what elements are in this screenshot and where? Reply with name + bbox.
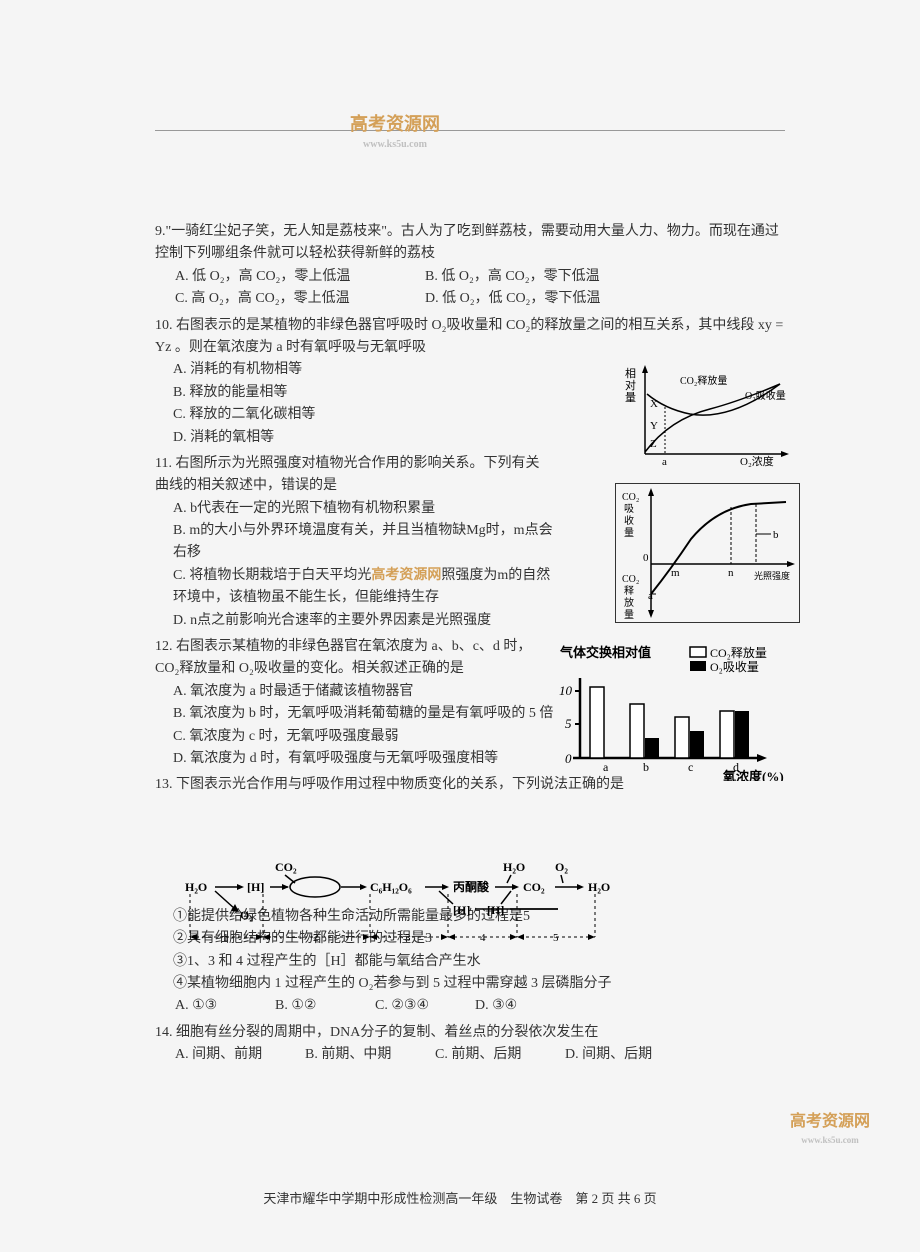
q10-optC: C. 释放的二氧化碳相等 xyxy=(173,404,563,426)
svg-text:n: n xyxy=(728,567,734,579)
q14-text: 14. 细胞有丝分裂的周期中，DNA分子的复制、着丝点的分裂依次发生在 xyxy=(155,1022,785,1044)
q10-optD: D. 消耗的氧相等 xyxy=(173,427,563,449)
svg-text:CO₂: CO₂ xyxy=(523,880,545,894)
watermark-inline: 高考资源网 xyxy=(371,568,441,583)
q13-optC: C. ②③④ xyxy=(375,995,475,1017)
watermark-text: 高考资源网 xyxy=(350,114,440,134)
chart-q13: H₂O [H] O₂ CO₂ C₆H₁₂O₆ 丙酮酸 [H] xyxy=(185,859,645,949)
page-container: 高考资源网 www.ks5u.com 9."一骑红尘妃子笑，无人知是荔枝来"。古… xyxy=(0,0,920,1252)
q10-optA: A. 消耗的有机物相等 xyxy=(173,359,563,381)
svg-text:X: X xyxy=(650,398,658,410)
svg-text:[H]: [H] xyxy=(487,903,504,917)
svg-text:CO₂: CO₂ xyxy=(622,492,639,503)
svg-text:光照强度: 光照强度 xyxy=(754,570,790,581)
svg-text:2: 2 xyxy=(313,932,319,944)
q11-optA: A. b代表在一定的光照下植物有机物积累量 xyxy=(173,498,563,520)
svg-text:H₂O: H₂O xyxy=(588,880,610,894)
chart-q10: 相 对 量 X Y Z a CO₂释放量 O₂吸收量 O₂浓度 xyxy=(620,359,800,469)
content-area: 9."一骑红尘妃子笑，无人知是荔枝来"。古人为了吃到鲜荔枝，需要动用大量人力、物… xyxy=(155,221,785,1067)
q12-text: 12. 右图表示某植物的非绿色器官在氧浓度为 a、b、c、d 时，CO₂释放量和… xyxy=(155,636,545,681)
question-14: 14. 细胞有丝分裂的周期中，DNA分子的复制、着丝点的分裂依次发生在 A. 间… xyxy=(155,1022,785,1067)
q14-optD: D. 间期、后期 xyxy=(565,1044,652,1066)
q12-optC: C. 氧浓度为 c 时，无氧呼吸强度最弱 xyxy=(173,726,563,748)
q13-optA: A. ①③ xyxy=(175,995,275,1017)
svg-text:[H]: [H] xyxy=(247,880,264,894)
q12-optB: B. 氧浓度为 b 时，无氧呼吸消耗葡萄糖的量是有氧呼吸的 5 倍 xyxy=(173,703,563,725)
q12-optA: A. 氧浓度为 a 时最适于储藏该植物器官 xyxy=(173,681,563,703)
svg-text:CO₂释放量: CO₂释放量 xyxy=(710,645,767,660)
q13-optD: D. ③④ xyxy=(475,995,575,1017)
q9-text: 9."一骑红尘妃子笑，无人知是荔枝来"。古人为了吃到鲜荔枝，需要动用大量人力、物… xyxy=(155,221,785,266)
svg-text:量: 量 xyxy=(624,527,634,539)
chart-q12: 气体交换相对值 CO₂释放量 O₂吸收量 10 5 0 a b xyxy=(555,643,800,781)
q10-text: 10. 右图表示的是某植物的非绿色器官呼吸时 O₂吸收量和 CO₂的释放量之间的… xyxy=(155,315,785,360)
svg-text:a: a xyxy=(603,760,609,774)
q13-stmt3: ③1、3 和 4 过程产生的［H］都能与氧结合产生水 xyxy=(173,951,785,973)
svg-text:Z: Z xyxy=(650,438,657,450)
svg-text:释: 释 xyxy=(624,584,634,597)
q11-optB: B. m的大小与外界环境温度有关，并且当植物缺Mg时，m点会右移 xyxy=(173,520,563,565)
svg-text:CO₂释放量: CO₂释放量 xyxy=(680,374,727,387)
svg-text:O₂吸收量: O₂吸收量 xyxy=(745,389,786,402)
svg-text:气体交换相对值: 气体交换相对值 xyxy=(560,645,651,660)
svg-text:5: 5 xyxy=(553,932,559,944)
q14-optC: C. 前期、后期 xyxy=(435,1044,565,1066)
q11-text: 11. 右图所示为光照强度对植物光合作用的影响关系。下列有关曲线的相关叙述中，错… xyxy=(155,453,545,498)
chart-q11: b a CO₂ 吸 收 量 0 m n 光照强度 CO₂ 释 放 量 xyxy=(615,483,800,623)
svg-text:a: a xyxy=(662,456,667,468)
svg-text:b: b xyxy=(643,760,649,774)
svg-text:O₂浓度: O₂浓度 xyxy=(740,454,774,468)
q9-optA: A. 低 O₂，高 CO₂，零上低温 xyxy=(175,266,425,288)
svg-text:b: b xyxy=(773,529,779,541)
q9-optB: B. 低 O₂，高 CO₂，零下低温 xyxy=(425,266,600,288)
q14-optB: B. 前期、中期 xyxy=(305,1044,435,1066)
horizontal-rule xyxy=(155,130,785,131)
watermark-br-text: 高考资源网 xyxy=(790,1113,870,1130)
footer-text: 天津市耀华中学期中形成性检测高一年级 生物试卷 第 2 页 共 6 页 xyxy=(263,1191,656,1206)
svg-text:1: 1 xyxy=(223,932,229,944)
svg-text:a: a xyxy=(648,590,653,602)
svg-text:5: 5 xyxy=(565,716,572,731)
svg-text:量: 量 xyxy=(625,391,636,404)
svg-text:[H]: [H] xyxy=(453,903,470,917)
question-9: 9."一骑红尘妃子笑，无人知是荔枝来"。古人为了吃到鲜荔枝，需要动用大量人力、物… xyxy=(155,221,785,311)
svg-text:Y: Y xyxy=(650,420,658,432)
svg-text:O₂吸收量: O₂吸收量 xyxy=(710,660,759,674)
q14-optA: A. 间期、前期 xyxy=(175,1044,305,1066)
q11-optC: C. 将植物长期栽培于白天平均光高考资源网照强度为m的自然环境中，该植物虽不能生… xyxy=(173,565,563,610)
svg-text:4: 4 xyxy=(480,932,486,944)
svg-text:吸: 吸 xyxy=(624,504,634,515)
svg-text:量: 量 xyxy=(624,609,634,621)
q13-stmt4: ④某植物细胞内 1 过程产生的 O₂若参与到 5 过程中需穿越 3 层磷脂分子 xyxy=(173,973,785,995)
svg-text:O₂: O₂ xyxy=(240,908,253,922)
page-footer: 天津市耀华中学期中形成性检测高一年级 生物试卷 第 2 页 共 6 页 xyxy=(0,1189,920,1210)
svg-text:10: 10 xyxy=(559,683,573,698)
svg-text:丙酮酸: 丙酮酸 xyxy=(453,879,490,894)
svg-text:氧浓度(%): 氧浓度(%) xyxy=(722,769,784,781)
svg-text:c: c xyxy=(688,760,693,774)
svg-text:C₆H₁₂O₆: C₆H₁₂O₆ xyxy=(370,880,412,894)
q10-ylabel: 相 xyxy=(625,367,636,380)
watermark-br-url: www.ks5u.com xyxy=(790,1133,870,1147)
svg-text:O₂: O₂ xyxy=(555,860,568,874)
svg-text:对: 对 xyxy=(625,378,636,392)
svg-text:0: 0 xyxy=(643,552,649,564)
svg-text:m: m xyxy=(671,567,680,579)
svg-text:收: 收 xyxy=(624,514,634,527)
q9-optC: C. 高 O₂，高 CO₂，零上低温 xyxy=(175,288,425,310)
svg-text:0: 0 xyxy=(565,751,572,766)
watermark-url: www.ks5u.com xyxy=(350,137,440,153)
svg-text:3: 3 xyxy=(405,932,411,944)
q10-optB: B. 释放的能量相等 xyxy=(173,382,563,404)
watermark-top: 高考资源网 www.ks5u.com xyxy=(350,110,440,153)
q13-optB: B. ①② xyxy=(275,995,375,1017)
svg-text:放: 放 xyxy=(624,596,634,609)
svg-text:CO₂: CO₂ xyxy=(275,860,297,874)
svg-text:H₂O: H₂O xyxy=(503,860,525,874)
svg-text:CO₂: CO₂ xyxy=(622,574,639,585)
svg-text:H₂O: H₂O xyxy=(185,880,207,894)
q9-optD: D. 低 O₂，低 CO₂，零下低温 xyxy=(425,288,600,310)
watermark-bottom-right: 高考资源网 www.ks5u.com xyxy=(790,1109,870,1147)
